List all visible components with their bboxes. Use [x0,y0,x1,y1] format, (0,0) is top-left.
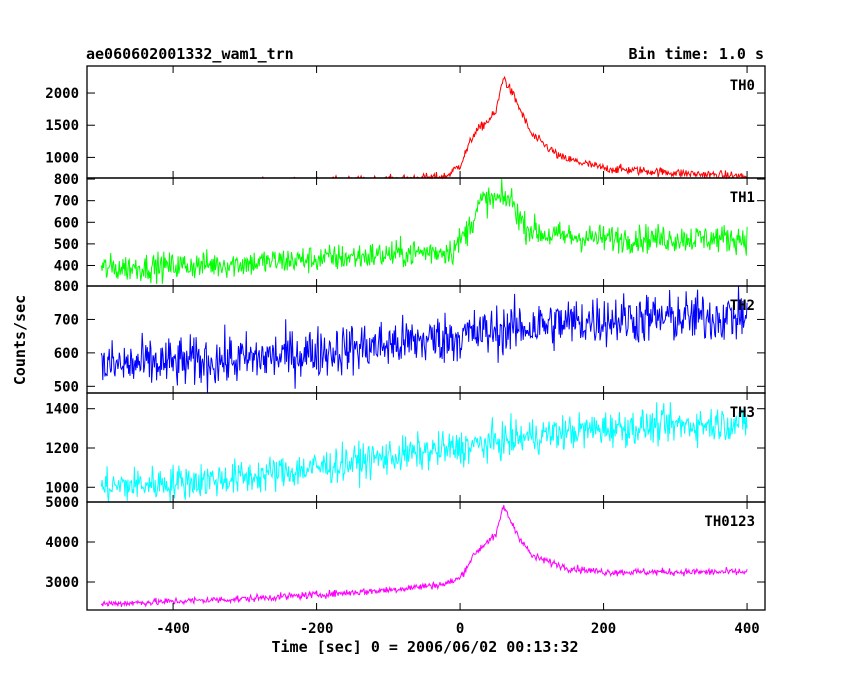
y-tick-label: 700 [54,312,79,328]
panel-label-th0: TH0 [730,78,755,94]
series-line-th1 [100,178,748,284]
x-tick-label: -200 [300,621,334,637]
y-tick-label: 1400 [45,402,79,418]
y-tick-label: 600 [54,215,79,231]
y-axis-label: Counts/sec [11,294,29,386]
panel-label-th2: TH2 [730,298,755,314]
y-tick-label: 400 [54,258,79,274]
x-tick-label: -400 [156,621,190,637]
series-line-th0 [101,75,748,180]
series-line-th0123 [100,504,748,608]
y-tick-label: 800 [54,172,79,188]
panel-label-th3: TH3 [730,405,755,421]
x-tick-label: 0 [456,621,464,637]
series-line-th2 [100,285,748,394]
panel-frame [86,501,766,611]
bin-time-label: Bin time: 1.0 s [628,45,764,63]
x-axis-label: Time [sec] 0 = 2006/06/02 00:13:32 [271,638,579,656]
y-tick-label: 5000 [45,495,79,511]
y-tick-label: 4000 [45,535,79,551]
y-tick-label: 700 [54,194,79,210]
y-tick-label: 2000 [45,86,79,102]
y-tick-label: 3000 [45,575,79,591]
y-tick-label: 1200 [45,441,79,457]
series-line-th3 [100,402,748,503]
x-tick-label: 200 [591,621,616,637]
y-tick-label: 600 [54,346,79,362]
y-tick-label: 1000 [45,480,79,496]
y-tick-label: 500 [54,237,79,253]
panel-frame [86,65,766,179]
panel-label-th0123: TH0123 [704,514,755,530]
x-tick-label: 400 [734,621,759,637]
panel-label-th1: TH1 [730,190,755,206]
y-tick-label: 800 [54,279,79,295]
y-tick-label: 1000 [45,150,79,166]
y-tick-label: 1500 [45,118,79,134]
y-tick-label: 500 [54,379,79,395]
chart-title: ae060602001332_wam1_trn [86,45,294,63]
